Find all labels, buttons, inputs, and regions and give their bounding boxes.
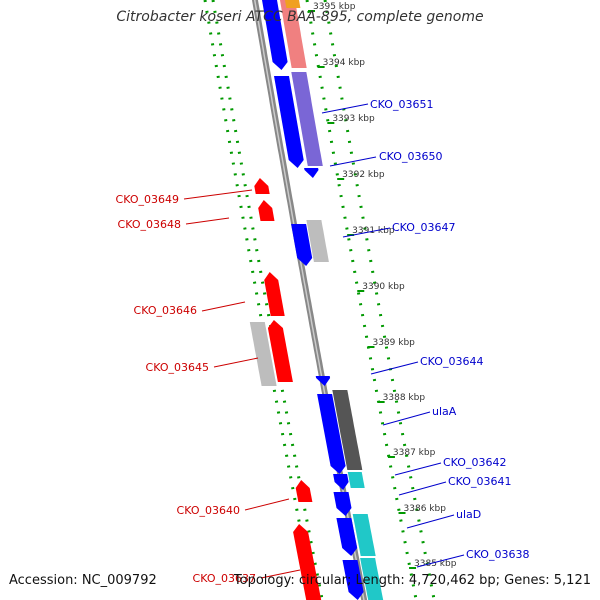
map-title: Citrobacter koseri ATCC BAA-895, complet… [116,9,484,25]
leader-line [260,569,301,579]
gene-label-cko-03649[interactable]: CKO_03649 [116,193,179,206]
gene-label-cko-03640[interactable]: CKO_03640 [177,504,240,517]
leader-line [416,554,465,568]
gene-label-cko-03651[interactable]: CKO_03651 [370,98,433,111]
tick-label-3: 3392 kbp [342,170,385,180]
feature-strip[interactable] [352,514,376,556]
tick-label-9: 3386 kbp [404,504,447,514]
cds-arrow[interactable] [315,376,331,386]
summary-text: Topology: circular; Length: 4,720,462 bp… [233,573,591,588]
cds-arrow[interactable] [317,394,346,474]
gene-label-cko-03637[interactable]: CKO_03637 [193,572,256,585]
feature-strip[interactable] [306,220,329,262]
gene-label-cko-03648[interactable]: CKO_03648 [118,218,181,231]
gene-label-cko-03645[interactable]: CKO_03645 [146,361,209,374]
leader-line [394,462,442,476]
gene-label-cko-03638[interactable]: CKO_03638 [466,548,529,561]
cds-arrow[interactable] [274,76,304,168]
leader-line [321,103,369,114]
leader-line [342,227,391,238]
tick-label-2: 3393 kbp [332,114,375,124]
cds-arrow[interactable] [267,320,293,382]
leader-line [213,357,259,368]
feature-strip[interactable] [249,322,277,386]
cds-arrow[interactable] [304,168,319,178]
feature-strip[interactable] [283,0,301,8]
cds-arrow[interactable] [260,0,288,70]
tick-label-6: 3389 kbp [372,338,415,348]
gene-label-cko-03650[interactable]: CKO_03650 [379,150,442,163]
cds-arrow[interactable] [293,524,322,600]
gene-label-cko-03646[interactable]: CKO_03646 [134,304,197,317]
cds-arrow[interactable] [291,224,313,266]
gene-label-ulad[interactable]: ulaD [456,508,481,521]
leader-line [185,217,230,225]
leader-line [183,189,253,200]
cds-arrow[interactable] [295,480,313,502]
tick-label-8: 3387 kbp [393,448,436,458]
accession-text: Accession: NC_009792 [9,573,157,588]
cds-arrow[interactable] [254,178,270,194]
tick-label-7: 3388 kbp [383,393,426,403]
cds-arrow[interactable] [336,518,358,556]
feature-arrows [249,0,384,600]
backbone-highlight [254,0,365,600]
gene-label-cko-03642[interactable]: CKO_03642 [443,456,506,469]
leader-line [370,361,419,375]
tick-label-10: 3385 kbp [414,559,457,569]
cds-arrow[interactable] [264,272,285,316]
cds-arrow[interactable] [333,474,349,490]
feature-strip[interactable] [347,472,365,488]
leader-line [406,514,455,529]
gene-label-cko-03647[interactable]: CKO_03647 [392,221,455,234]
tick-label-1: 3394 kbp [323,58,366,68]
leader-line [329,156,377,167]
leader-line [201,301,246,312]
gene-label-ulaa[interactable]: ulaA [432,405,457,418]
cds-arrow[interactable] [333,492,352,516]
feature-strip[interactable] [291,72,323,166]
gene-label-cko-03644[interactable]: CKO_03644 [420,355,483,368]
feature-strip[interactable] [278,0,307,68]
cds-arrow[interactable] [342,560,364,600]
leader-line [382,411,431,426]
feature-strip[interactable] [360,558,384,600]
tick-label-0: 3395 kbp [313,2,356,12]
leader-line [244,498,290,511]
feature-strip[interactable] [332,390,363,470]
cds-arrow[interactable] [258,200,275,221]
dotted-guide-line [305,0,418,600]
leader-line [398,481,447,496]
tick-label-5: 3390 kbp [362,282,405,292]
gene-label-cko-03641[interactable]: CKO_03641 [448,475,511,488]
gene-labels: CKO_03651 CKO_03650 CKO_03649 CKO_03648 CKO_… [116,98,530,585]
